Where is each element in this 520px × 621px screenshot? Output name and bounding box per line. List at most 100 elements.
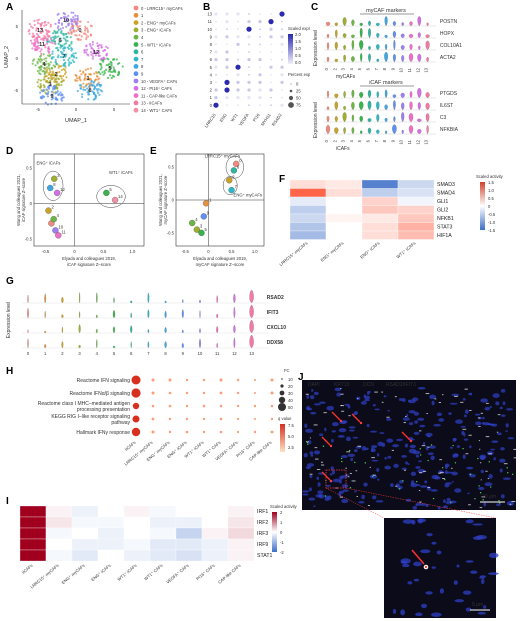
- umap-point: [51, 70, 55, 73]
- scatter-point: [193, 226, 200, 233]
- fc-title: FC: [284, 368, 290, 373]
- umap-cluster-label: 11: [39, 42, 45, 48]
- dot: [213, 102, 219, 108]
- nucleus: [396, 485, 403, 490]
- umap-point: [96, 82, 100, 86]
- umap-cluster-label: 6: [58, 38, 61, 44]
- enrichment-dot: [168, 378, 172, 382]
- nucleus: [340, 455, 348, 459]
- cluster-label: 9: [210, 34, 213, 39]
- violin: [351, 40, 355, 51]
- umap-point: [86, 30, 90, 34]
- krt19-signal: [427, 459, 429, 462]
- umap-point: [35, 29, 38, 32]
- panel-h-letter: H: [6, 366, 14, 377]
- umap-point: [46, 92, 50, 95]
- umap-point: [79, 83, 83, 87]
- legend-swatch: [133, 64, 139, 69]
- nucleus: [448, 412, 452, 415]
- umap-point: [39, 79, 43, 82]
- nucleus: [338, 428, 347, 433]
- cluster-tick: 13: [424, 139, 429, 144]
- umap-point: [56, 71, 59, 74]
- violin: [181, 329, 184, 334]
- dot: [224, 79, 230, 85]
- dcn-signal: [419, 501, 422, 503]
- dcn-signal: [321, 464, 325, 466]
- nucleus: [497, 432, 502, 436]
- umap-point: [90, 53, 93, 56]
- scatter-point: [45, 207, 52, 214]
- legend-tick: -0.5: [488, 212, 496, 217]
- dcn-signal: [479, 507, 483, 509]
- umap-point: [48, 50, 51, 53]
- umap-point: [47, 77, 50, 80]
- umap-point: [62, 96, 65, 99]
- krt19-signal: [477, 457, 479, 460]
- umap-point: [111, 70, 114, 74]
- point-label: 6: [237, 164, 240, 169]
- nucleus: [415, 454, 420, 458]
- heat-cell: [201, 527, 229, 540]
- cluster-tick: 5: [357, 67, 362, 70]
- umap-point: [62, 37, 65, 40]
- heat-cell: [325, 213, 363, 223]
- krt19-signal: [444, 478, 446, 481]
- dot: [270, 13, 272, 15]
- violin: [326, 106, 330, 111]
- nucleus: [395, 483, 400, 487]
- violin: [401, 22, 404, 27]
- nucleus: [417, 387, 426, 390]
- violin: [417, 32, 421, 39]
- nucleus: [505, 430, 508, 432]
- umap-point: [50, 74, 54, 77]
- channel-label: KRT19: [334, 382, 350, 388]
- umap-point: [65, 76, 68, 79]
- nucleus: [429, 445, 436, 449]
- nucleus: [437, 506, 441, 510]
- enrichment-dot: [202, 378, 206, 382]
- dcn-signal: [309, 473, 313, 475]
- umap-point: [50, 90, 53, 93]
- heat-cell: [71, 549, 99, 562]
- violin: [376, 58, 380, 63]
- legend-label: 9: [141, 72, 144, 77]
- umap-point: [70, 31, 73, 34]
- dcn-signal: [427, 446, 430, 448]
- heat-cell: [397, 230, 435, 240]
- enrichment-dot: [185, 417, 189, 421]
- violin: [27, 308, 29, 319]
- cluster-tick: 8: [382, 139, 387, 142]
- umap-point: [83, 51, 86, 54]
- legend-tick: -1.0: [488, 220, 496, 225]
- violin: [334, 41, 338, 51]
- enrichment-dot: [132, 402, 140, 410]
- heat-cell: [325, 222, 363, 232]
- cluster-tick: 7: [374, 67, 379, 70]
- legend-swatch: [133, 78, 139, 84]
- umap-point: [92, 98, 95, 101]
- umap-cluster-label: 13: [37, 28, 43, 34]
- umap-point: [55, 75, 58, 78]
- nucleus: [366, 391, 370, 395]
- nucleus: [329, 473, 333, 476]
- dot: [280, 35, 284, 39]
- umap-point: [99, 72, 102, 75]
- violin: [351, 19, 355, 27]
- scatter-point: [189, 219, 196, 227]
- dcn-signal: [487, 478, 490, 480]
- scale-tick: 0.0: [295, 60, 301, 65]
- umap-point: [51, 50, 54, 53]
- krt19-signal: [398, 488, 401, 490]
- group-label: ENG⁺ myCAFs: [234, 193, 263, 198]
- nucleus: [307, 440, 312, 445]
- umap-point: [67, 22, 70, 26]
- umap-point: [95, 87, 98, 91]
- svg-text:-5: -5: [14, 88, 18, 93]
- krt19-signal: [479, 492, 482, 494]
- cluster-tick: 13: [249, 351, 254, 356]
- violin: [233, 324, 236, 334]
- nucleus: [438, 470, 443, 473]
- point-label: 8: [53, 182, 56, 187]
- krt19-signal: [469, 473, 472, 476]
